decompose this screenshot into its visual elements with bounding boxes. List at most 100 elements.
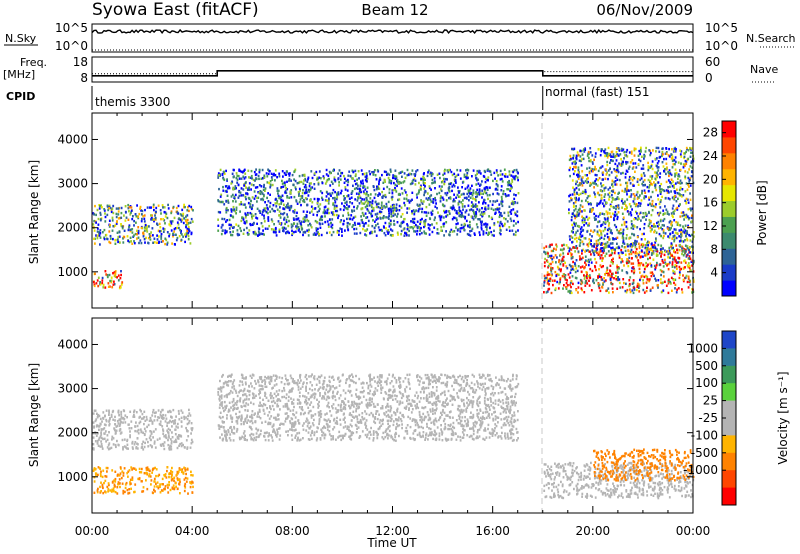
echo-cell	[434, 187, 436, 190]
echo-cell	[412, 221, 415, 224]
echo-cell	[348, 205, 351, 208]
echo-cell	[191, 474, 194, 477]
echo-cell	[650, 243, 653, 246]
echo-cell	[604, 273, 606, 276]
echo-cell	[328, 211, 330, 215]
echo-cell	[544, 257, 546, 261]
echo-cell	[138, 467, 141, 471]
echo-cell	[569, 290, 572, 293]
echo-cell	[637, 215, 640, 218]
echo-cell	[303, 200, 306, 204]
echo-cell	[393, 208, 396, 212]
echo-cell	[510, 219, 513, 223]
echo-cell	[237, 224, 240, 228]
echo-cell	[686, 245, 689, 248]
echo-cell	[147, 241, 149, 244]
echo-cell	[611, 272, 613, 276]
echo-cell	[370, 230, 373, 234]
echo-cell	[380, 206, 383, 210]
echo-cell	[130, 466, 133, 469]
echo-cell	[497, 193, 500, 196]
echo-cell	[152, 205, 155, 209]
echo-cell	[317, 205, 320, 208]
echo-cell	[419, 185, 422, 189]
nave-tick-top: 60	[705, 55, 720, 69]
echo-cell	[316, 221, 319, 224]
echo-cell	[551, 258, 554, 261]
freq-tick-top: 18	[73, 55, 88, 69]
echo-cell	[133, 490, 136, 494]
echo-cell	[271, 178, 274, 181]
echo-cell	[164, 222, 166, 225]
echo-cell	[166, 241, 169, 244]
echo-cell	[372, 185, 375, 189]
echo-cell	[364, 175, 367, 178]
echo-cell	[432, 198, 435, 201]
echo-cell	[375, 205, 378, 209]
echo-cell	[680, 233, 682, 236]
echo-cell	[594, 193, 596, 196]
echo-cell	[647, 244, 649, 247]
echo-cell	[337, 214, 340, 217]
echo-cell	[515, 230, 517, 234]
echo-cell	[568, 211, 570, 215]
echo-cell	[280, 198, 283, 202]
echo-cell	[256, 222, 258, 225]
echo-cell	[494, 177, 496, 180]
echo-cell	[562, 259, 565, 262]
echo-cell	[296, 218, 299, 221]
echo-cell	[288, 196, 291, 199]
echo-cell	[318, 232, 320, 236]
echo-cell	[574, 214, 576, 218]
echo-cell	[176, 477, 179, 480]
echo-cell	[393, 181, 395, 185]
echo-cell	[351, 225, 354, 229]
echo-cell	[265, 172, 268, 175]
echo-cell	[475, 191, 477, 194]
echo-cell	[616, 153, 619, 156]
echo-cell	[621, 149, 623, 152]
echo-cell	[443, 234, 445, 237]
echo-cell	[496, 171, 498, 174]
echo-cell	[570, 198, 573, 202]
echo-cell	[466, 168, 469, 171]
echo-cell	[228, 223, 231, 227]
echo-cell	[683, 214, 686, 217]
echo-cell	[448, 182, 450, 186]
echo-cell	[672, 269, 674, 273]
echo-cell	[584, 180, 587, 183]
echo-cell	[402, 220, 405, 224]
echo-cell	[120, 270, 122, 273]
echo-cell	[577, 208, 580, 212]
echo-cell	[674, 251, 677, 254]
echo-cell	[611, 150, 614, 153]
echo-cell	[573, 188, 576, 191]
echo-cell	[544, 251, 547, 254]
echo-cell	[554, 270, 557, 274]
echo-cell	[232, 200, 234, 203]
echo-cell	[439, 217, 442, 220]
echo-cell	[459, 177, 462, 180]
echo-cell	[319, 177, 322, 180]
echo-cell	[379, 206, 382, 210]
echo-cell	[305, 214, 308, 217]
echo-cell	[150, 214, 152, 217]
echo-cell	[111, 229, 114, 232]
echo-cell	[636, 190, 639, 194]
echo-cell	[688, 248, 690, 252]
echo-cell	[690, 161, 693, 165]
echo-cell	[418, 189, 420, 192]
echo-cell	[486, 186, 489, 189]
echo-cell	[288, 179, 290, 182]
echo-cell	[580, 159, 582, 163]
echo-cell	[476, 178, 478, 182]
echo-cell	[512, 224, 515, 227]
echo-cell	[350, 196, 353, 199]
echo-cell	[661, 154, 663, 158]
echo-cell	[183, 203, 185, 207]
echo-cell	[611, 275, 613, 279]
echo-cell	[600, 224, 603, 227]
echo-cell	[673, 159, 676, 162]
echo-cell	[305, 186, 308, 189]
echo-cell	[170, 220, 172, 223]
